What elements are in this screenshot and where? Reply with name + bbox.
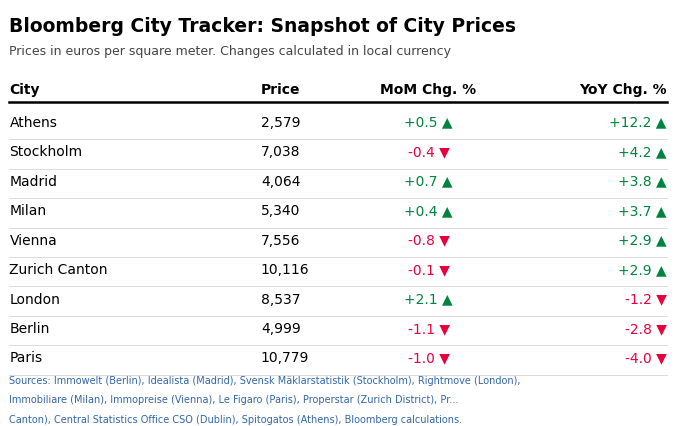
- Text: Paris: Paris: [9, 351, 43, 366]
- Text: Zurich Canton: Zurich Canton: [9, 263, 108, 277]
- Text: 2,579: 2,579: [261, 116, 300, 130]
- Text: Bloomberg City Tracker: Snapshot of City Prices: Bloomberg City Tracker: Snapshot of City…: [9, 17, 516, 36]
- Text: 10,779: 10,779: [261, 351, 310, 366]
- Text: Sources: Immowelt (Berlin), Idealista (Madrid), Svensk Mäklarstatistik (Stockhol: Sources: Immowelt (Berlin), Idealista (M…: [9, 376, 521, 386]
- Text: +2.1 ▲: +2.1 ▲: [404, 293, 453, 307]
- Text: +4.2 ▲: +4.2 ▲: [618, 145, 667, 159]
- Text: +3.8 ▲: +3.8 ▲: [618, 175, 667, 189]
- Text: 8,537: 8,537: [261, 293, 300, 307]
- Text: London: London: [9, 293, 60, 307]
- Text: -1.1 ▼: -1.1 ▼: [408, 322, 450, 336]
- Text: Berlin: Berlin: [9, 322, 50, 336]
- Text: Prices in euros per square meter. Changes calculated in local currency: Prices in euros per square meter. Change…: [9, 45, 452, 58]
- Text: -4.0 ▼: -4.0 ▼: [625, 351, 667, 366]
- Text: City: City: [9, 83, 40, 98]
- Text: -1.0 ▼: -1.0 ▼: [408, 351, 450, 366]
- Text: Immobiliare (Milan), Immopreise (Vienna), Le Figaro (Paris), Properstar (Zurich : Immobiliare (Milan), Immopreise (Vienna)…: [9, 395, 459, 406]
- Text: +0.7 ▲: +0.7 ▲: [404, 175, 453, 189]
- Text: -2.8 ▼: -2.8 ▼: [625, 322, 667, 336]
- Text: -0.4 ▼: -0.4 ▼: [408, 145, 450, 159]
- Text: +2.9 ▲: +2.9 ▲: [618, 233, 667, 248]
- Text: YoY Chg. %: YoY Chg. %: [579, 83, 667, 98]
- Text: -0.1 ▼: -0.1 ▼: [408, 263, 450, 277]
- Text: -1.2 ▼: -1.2 ▼: [625, 293, 667, 307]
- Text: +0.5 ▲: +0.5 ▲: [404, 116, 453, 130]
- Text: 4,064: 4,064: [261, 175, 300, 189]
- Text: +0.4 ▲: +0.4 ▲: [404, 204, 453, 218]
- Text: 10,116: 10,116: [261, 263, 310, 277]
- Text: 7,556: 7,556: [261, 233, 300, 248]
- Text: Madrid: Madrid: [9, 175, 57, 189]
- Text: Milan: Milan: [9, 204, 47, 218]
- Text: Athens: Athens: [9, 116, 57, 130]
- Text: MoM Chg. %: MoM Chg. %: [381, 83, 477, 98]
- Text: 4,999: 4,999: [261, 322, 301, 336]
- Text: Vienna: Vienna: [9, 233, 57, 248]
- Text: Canton), Central Statistics Office CSO (Dublin), Spitogatos (Athens), Bloomberg : Canton), Central Statistics Office CSO (…: [9, 415, 462, 425]
- Text: -0.8 ▼: -0.8 ▼: [408, 233, 450, 248]
- Text: +2.9 ▲: +2.9 ▲: [618, 263, 667, 277]
- Text: +12.2 ▲: +12.2 ▲: [609, 116, 667, 130]
- Text: Stockholm: Stockholm: [9, 145, 82, 159]
- Text: 7,038: 7,038: [261, 145, 300, 159]
- Text: +3.7 ▲: +3.7 ▲: [618, 204, 667, 218]
- Text: 5,340: 5,340: [261, 204, 300, 218]
- Text: Price: Price: [261, 83, 300, 98]
